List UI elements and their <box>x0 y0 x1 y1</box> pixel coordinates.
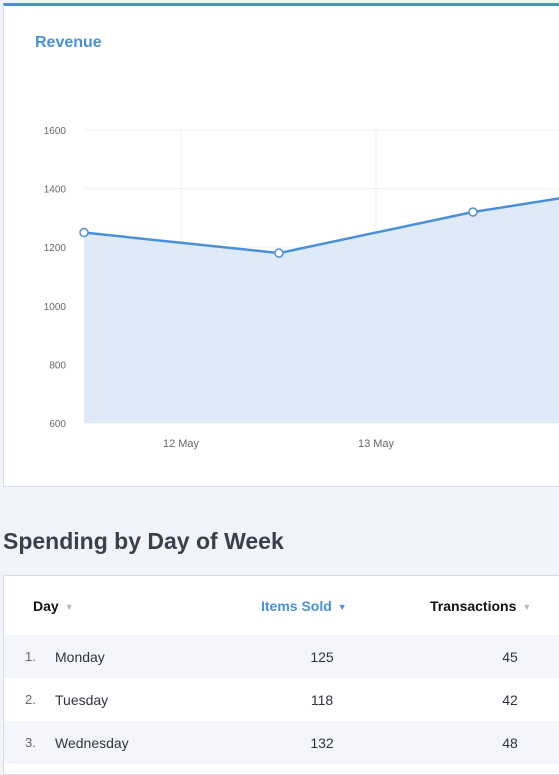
column-header-transactions-label: Transactions <box>430 598 517 614</box>
row-transactions: 48 <box>502 735 518 751</box>
row-day: Monday <box>55 649 105 665</box>
row-transactions: 42 <box>502 692 518 708</box>
sort-down-icon: ▼ <box>337 602 347 612</box>
y-tick-label: 1000 <box>44 302 67 313</box>
sort-down-icon: ▼ <box>64 602 74 612</box>
row-day: Wednesday <box>55 735 129 751</box>
row-rank: 3. <box>25 735 36 750</box>
row-rank: 2. <box>25 692 36 707</box>
data-point <box>468 207 478 217</box>
y-tick-label: 1200 <box>44 243 67 254</box>
section-title: Spending by Day of Week <box>3 528 284 554</box>
column-header-items-sold-label: Items Sold <box>261 598 332 614</box>
y-tick-label: 1400 <box>44 185 67 196</box>
table-row[interactable]: 2. Tuesday 118 42 <box>4 678 559 721</box>
series-line <box>83 197 559 255</box>
data-point <box>274 248 284 258</box>
row-day: Tuesday <box>55 692 109 708</box>
column-header-items-sold[interactable]: Items Sold ▼ <box>261 598 347 614</box>
data-point <box>79 227 89 238</box>
row-items-sold: 132 <box>310 735 334 751</box>
column-header-day[interactable]: Day ▼ <box>33 598 74 614</box>
revenue-card: Revenue 600 800 1000 1200 1400 1600 12 May 13 M… <box>3 3 559 487</box>
y-tick-label: 1600 <box>44 126 67 137</box>
column-header-day-label: Day <box>33 598 59 614</box>
x-tick-label: 13 May <box>358 438 395 450</box>
y-tick-label: 600 <box>49 419 66 430</box>
x-tick-label: 12 May <box>163 438 200 450</box>
row-items-sold: 125 <box>310 649 334 665</box>
column-header-transactions[interactable]: Transactions ▼ <box>430 598 531 614</box>
area-fill <box>84 198 559 423</box>
table-row[interactable]: 1. Monday 125 45 <box>4 635 559 678</box>
row-transactions: 45 <box>502 649 518 665</box>
table-row[interactable]: 3. Wednesday 132 48 <box>4 721 559 764</box>
spending-table: Day ▼ Items Sold ▼ Transactions ▼ 1. Monday… <box>3 575 559 775</box>
sort-down-icon: ▼ <box>522 602 532 612</box>
row-items-sold: 118 <box>310 692 334 708</box>
y-tick-label: 800 <box>49 360 66 371</box>
revenue-card-title: Revenue <box>35 34 102 51</box>
row-rank: 1. <box>25 649 36 664</box>
